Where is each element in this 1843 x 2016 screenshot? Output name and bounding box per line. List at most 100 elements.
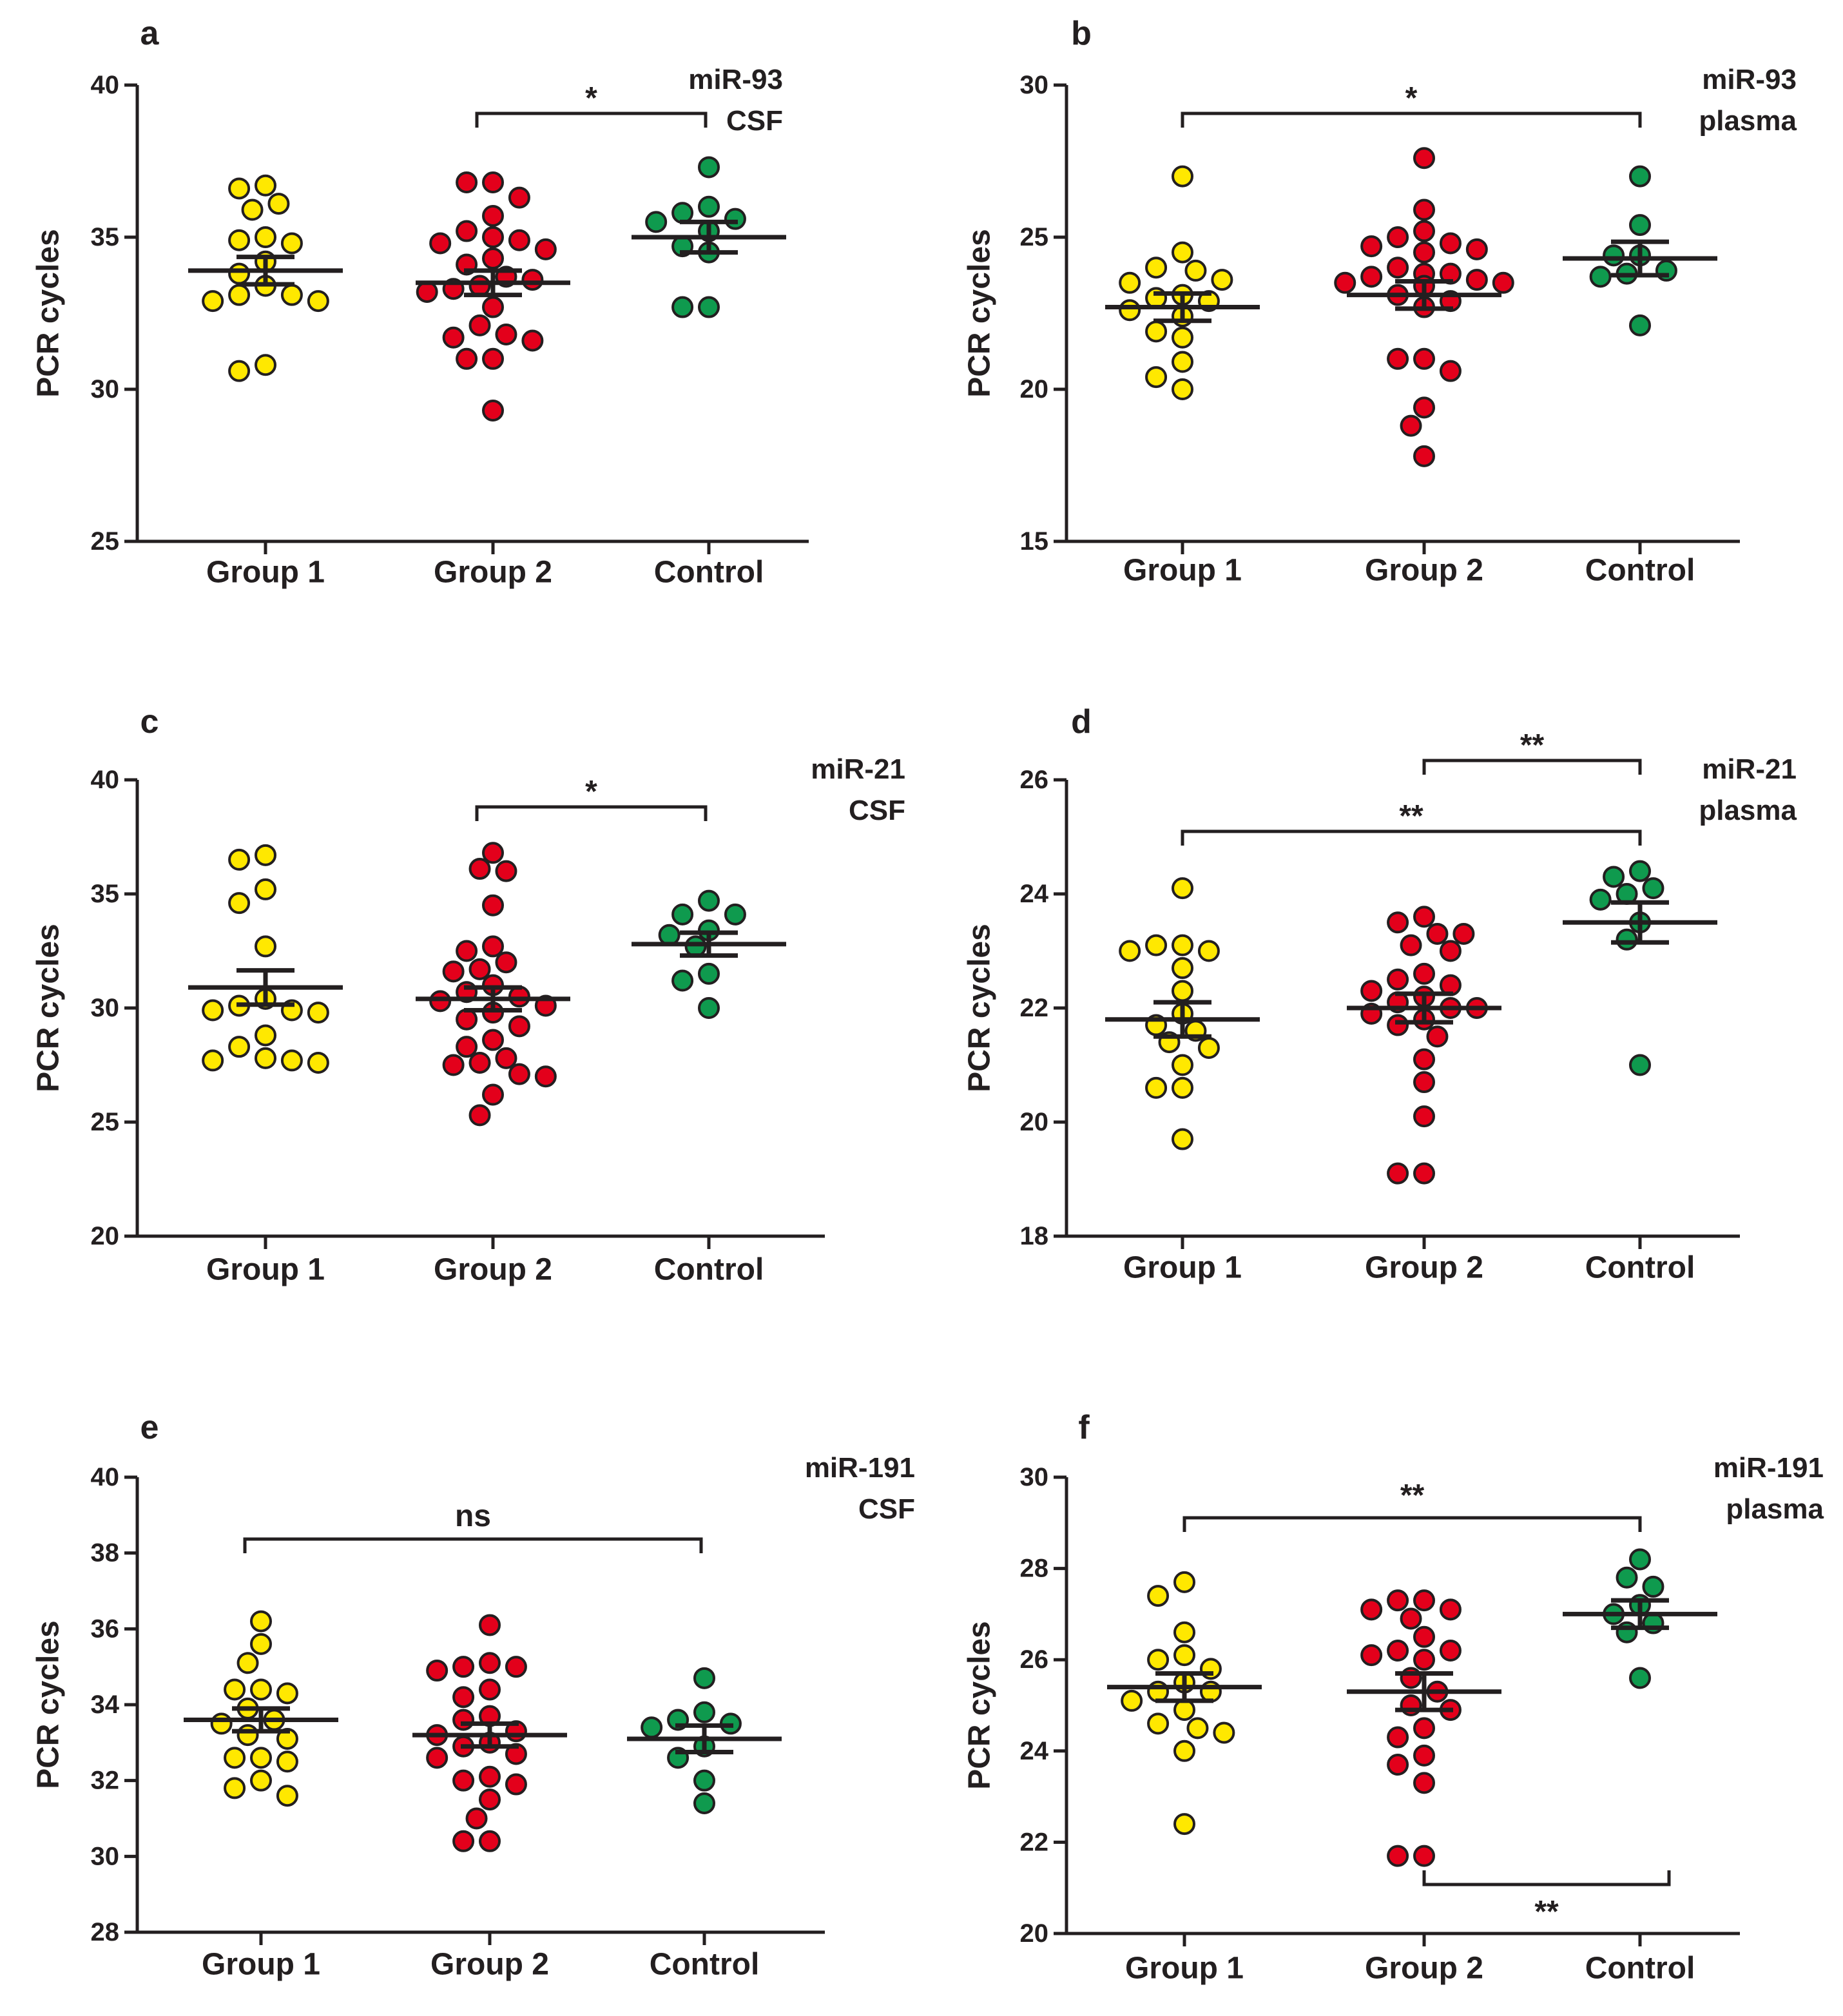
y-axis-label: PCR cycles — [963, 924, 997, 1092]
chart-title-line: CSF — [726, 105, 783, 137]
data-point — [468, 1104, 491, 1127]
data-point — [1387, 1589, 1409, 1612]
data-point — [479, 1614, 501, 1636]
data-point — [1413, 241, 1435, 264]
data-point — [1413, 1845, 1435, 1867]
data-point — [468, 858, 491, 880]
data-point — [479, 1652, 501, 1674]
y-tick-label: 24 — [1020, 880, 1049, 908]
data-point — [508, 1015, 530, 1038]
y-tick-label: 25 — [91, 1108, 120, 1136]
chart-title-line: miR-21 — [1702, 753, 1797, 785]
data-point — [228, 848, 251, 871]
series-group-1 — [188, 844, 343, 1074]
y-axis-label: PCR cycles — [963, 1621, 997, 1790]
significance-bracket — [243, 1537, 703, 1553]
y-tick-label: 24 — [1020, 1737, 1049, 1765]
data-point — [1629, 1054, 1651, 1076]
data-point — [236, 1724, 259, 1747]
data-point — [1145, 366, 1168, 389]
y-tick-label: 40 — [91, 1463, 120, 1491]
data-point — [1642, 1575, 1664, 1598]
data-point — [482, 204, 504, 227]
significance-label: * — [1405, 81, 1418, 115]
chart-title-line: plasma — [1726, 1493, 1824, 1525]
data-point — [276, 1785, 298, 1807]
data-point — [1413, 962, 1435, 985]
data-point — [1413, 1589, 1435, 1612]
panel-c: c miR-21 CSF PCR cycles 20 25 30 35 40 Group 1 Gro… — [32, 703, 906, 1287]
data-point — [452, 1656, 475, 1678]
data-point — [482, 171, 504, 194]
data-point — [228, 1036, 251, 1058]
data-point — [1465, 238, 1488, 260]
data-point — [1439, 940, 1462, 962]
y-tick-label: 25 — [1020, 223, 1049, 251]
data-point — [671, 969, 694, 992]
data-point — [1400, 1607, 1422, 1630]
data-point — [482, 226, 504, 248]
data-point — [645, 211, 668, 233]
data-point — [482, 247, 504, 270]
data-point — [1173, 1699, 1195, 1721]
series-group-2 — [412, 1614, 567, 1852]
x-tick-label: Group 1 — [1123, 1251, 1242, 1285]
data-point — [429, 990, 452, 1013]
significance-bracket — [475, 805, 708, 821]
data-point — [228, 284, 251, 306]
panel-b: b miR-93 plasma PCR cycles 15 20 25 30 Group 1 Gr… — [963, 15, 1797, 588]
data-point — [1173, 1571, 1195, 1593]
data-point — [255, 226, 276, 248]
data-point — [508, 1063, 530, 1085]
y-tick-label: 22 — [1020, 1828, 1049, 1856]
data-point — [280, 284, 303, 306]
panel-label: c — [140, 703, 159, 741]
data-point — [1387, 226, 1409, 248]
data-point — [1360, 266, 1383, 288]
data-point — [521, 329, 544, 352]
data-point — [693, 1667, 715, 1689]
data-point — [534, 238, 557, 260]
panel-a: a miR-93 CSF PCR cycles 25 30 35 40 Group 1 Group… — [32, 15, 809, 590]
series-group-2 — [1347, 906, 1501, 1185]
data-point — [1121, 1689, 1143, 1712]
data-point — [250, 1610, 272, 1633]
data-point — [1119, 271, 1141, 294]
x-tick-label: Control — [1585, 1251, 1695, 1285]
data-point — [452, 1830, 475, 1852]
series-group-1 — [1105, 877, 1260, 1150]
data-point — [1589, 266, 1612, 288]
x-tick-label: Group 1 — [1125, 1952, 1244, 1986]
data-point — [1360, 980, 1383, 1002]
data-point — [1413, 906, 1435, 928]
data-point — [1147, 1585, 1170, 1607]
data-point — [1211, 269, 1233, 291]
data-point — [456, 171, 478, 194]
x-tick-label: Group 2 — [1365, 1251, 1483, 1285]
data-point — [1197, 940, 1220, 962]
data-point — [255, 1024, 276, 1047]
data-point — [1172, 1128, 1193, 1150]
series-group-1 — [1107, 1571, 1262, 1836]
panel-f: f miR-191 plasma PCR cycles 20 22 24 26 28 30 Grou… — [963, 1409, 1824, 1986]
data-point — [255, 935, 276, 958]
data-point — [468, 958, 491, 980]
series-control — [1563, 1548, 1717, 1689]
data-point — [482, 400, 504, 422]
data-point — [1173, 1813, 1195, 1836]
data-point — [505, 1773, 527, 1796]
data-point — [202, 290, 224, 313]
series-control — [627, 1667, 782, 1814]
panel-label: f — [1078, 1409, 1090, 1446]
data-point — [482, 894, 504, 916]
y-axis-label: PCR cycles — [32, 924, 66, 1092]
data-point — [1629, 1667, 1651, 1689]
y-tick-label: 36 — [91, 1614, 120, 1643]
y-tick-label: 40 — [91, 766, 120, 794]
data-point — [1360, 235, 1383, 258]
data-point — [1186, 1717, 1209, 1740]
data-point — [228, 892, 251, 915]
x-tick-label: Group 1 — [1123, 554, 1242, 588]
data-point — [1387, 1726, 1409, 1749]
data-point — [671, 296, 694, 318]
